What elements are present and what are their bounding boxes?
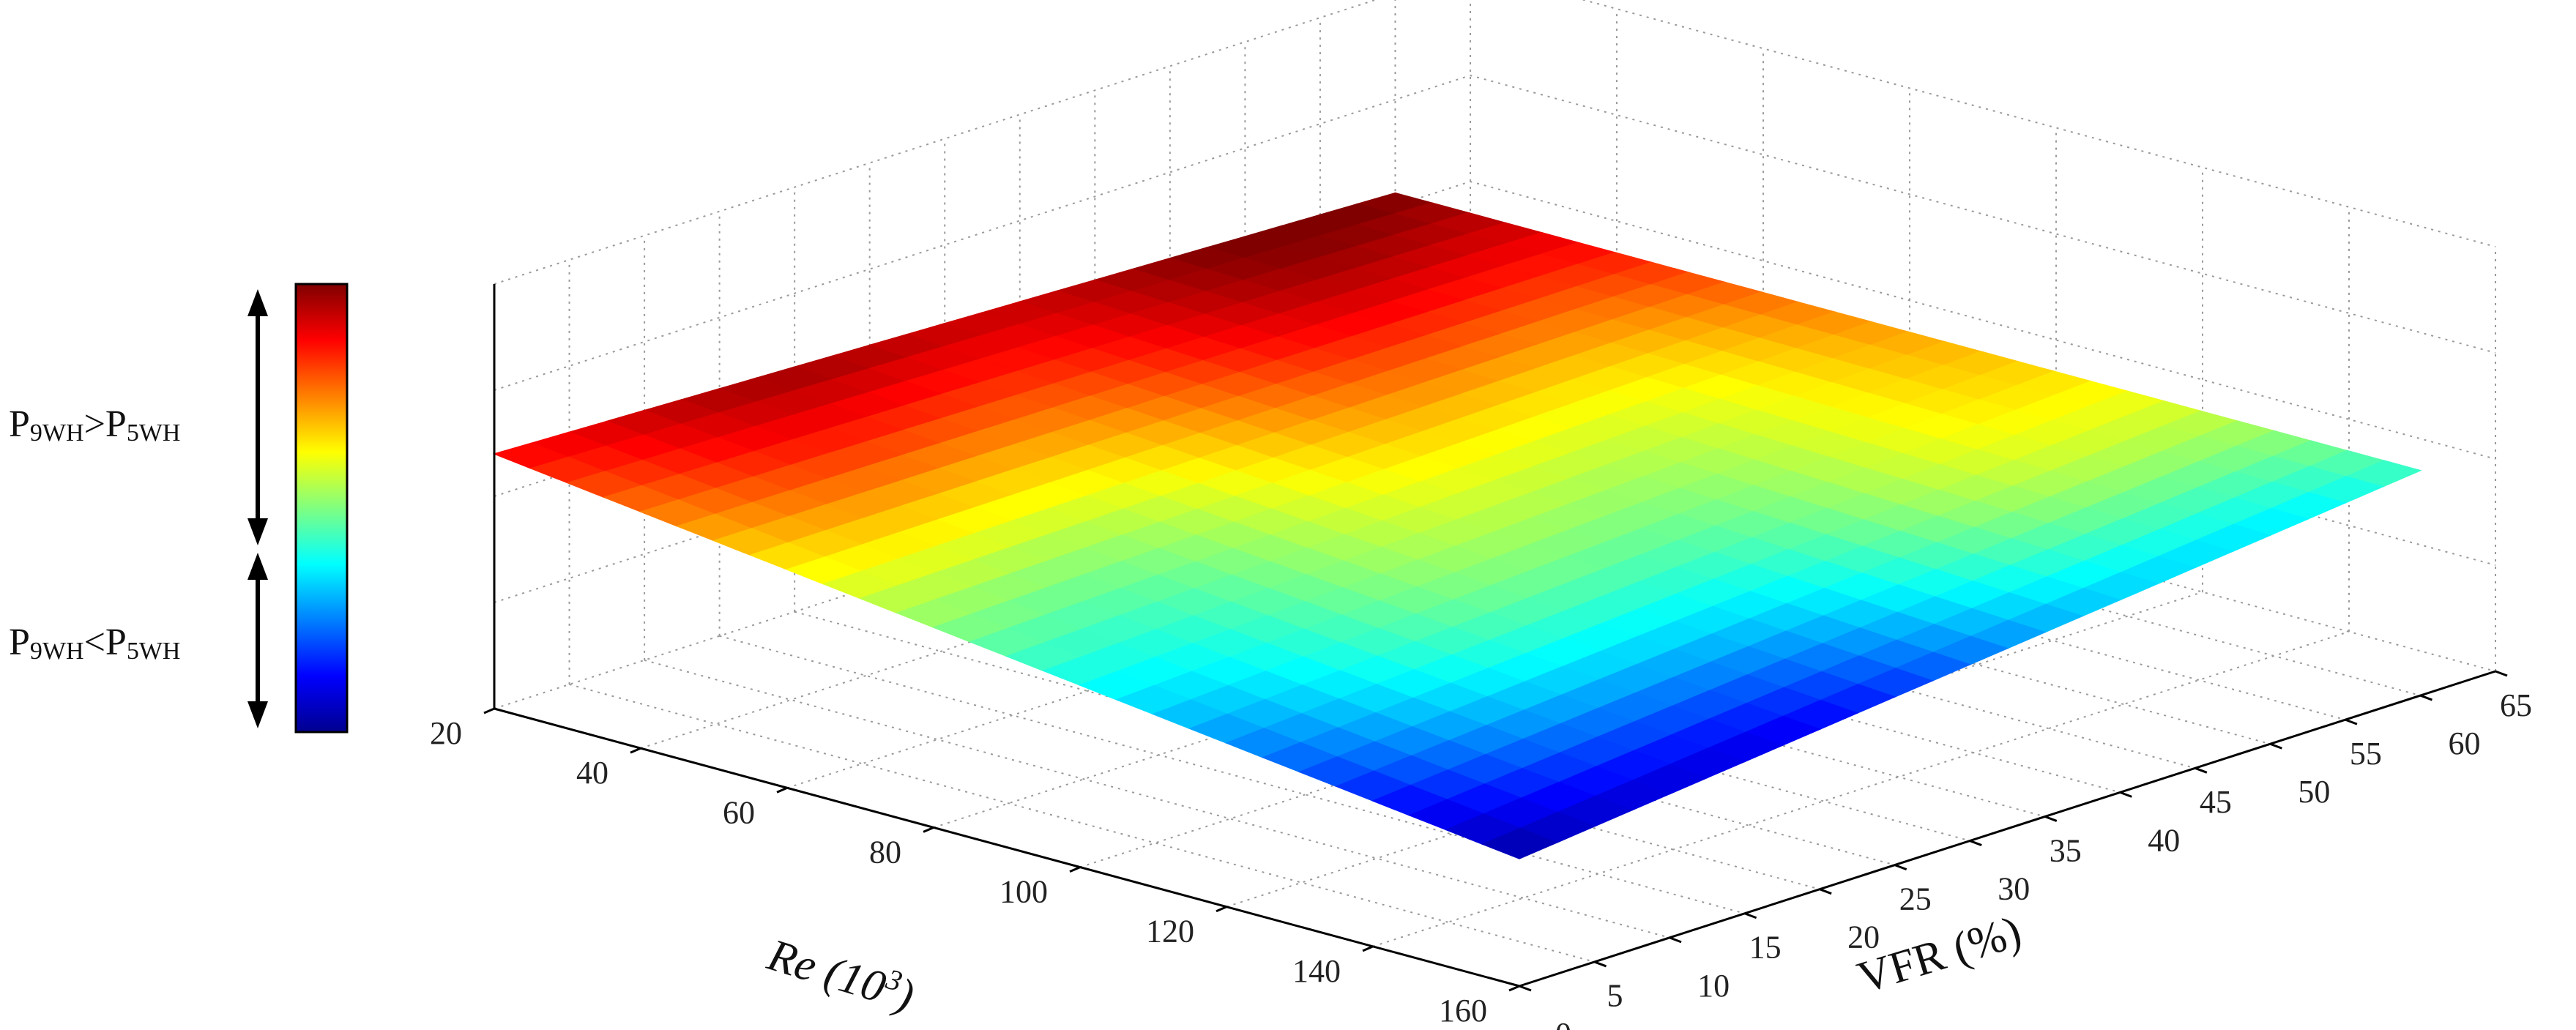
x-tick-label: 140	[1292, 953, 1341, 989]
colorbar-arrowhead-upper-bottom	[247, 518, 268, 545]
y-tick-label: 10	[1697, 968, 1730, 1004]
x-tick-mark	[1069, 866, 1081, 873]
floor-gridline-x	[1372, 630, 2350, 947]
y-tick-mark	[1669, 936, 1682, 944]
x-tick-mark	[1362, 945, 1374, 952]
y-tick-label: 0	[1555, 1016, 1571, 1030]
y-tick-mark	[2195, 766, 2208, 774]
colorbar-arrowhead-lower-bottom	[247, 701, 268, 728]
y-tick-label: 15	[1749, 930, 1782, 966]
y-tick-mark	[2269, 742, 2282, 750]
y-tick-label: 50	[2298, 774, 2330, 810]
x-tick-label: 100	[999, 874, 1048, 910]
y-tick-label: 45	[2200, 784, 2232, 820]
y-axis-line	[1519, 670, 2496, 988]
y-tick-label: 60	[2448, 725, 2480, 761]
y-tick-label: 25	[1899, 881, 1932, 917]
y-tick-mark	[2345, 718, 2358, 725]
x-tick-mark	[483, 707, 495, 714]
y-tick-label: 20	[1847, 919, 1880, 955]
ticks-layer: 20 40 60 80 100 120 140 160 0 5 10 15 20 25 30 35 40 45 50…	[430, 670, 2532, 1030]
x-tick-mark	[1216, 906, 1227, 913]
colorbar-arrowhead-lower-top	[247, 553, 268, 580]
axes-layer	[493, 284, 2496, 988]
colorbar-arrowhead-upper-top	[247, 289, 268, 316]
y-tick-mark	[1894, 864, 1907, 871]
x-tick-mark	[1508, 985, 1520, 992]
y-tick-mark	[2495, 670, 2508, 677]
y-tick-mark	[1819, 888, 1832, 895]
y-tick-mark	[1969, 840, 1982, 846]
y-tick-label: 40	[2148, 822, 2180, 858]
y-tick-label: 35	[2050, 832, 2082, 868]
floor-gridline-y	[569, 683, 1595, 963]
colorbar-lower-label: P9WH<P5WH	[9, 622, 180, 665]
surface-layer	[492, 192, 2422, 859]
y-tick-label: 55	[2350, 736, 2382, 772]
wall-gridline-z	[494, 74, 2496, 391]
y-tick-label: 65	[2500, 687, 2532, 723]
y-tick-label: 5	[1607, 978, 1623, 1014]
x-tick-label: 40	[576, 755, 608, 791]
x-axis-line	[494, 707, 1520, 988]
x-axis-title: Re (103)	[762, 927, 920, 1021]
floor-gridline-y	[794, 611, 1820, 890]
y-tick-label: 30	[1998, 871, 2030, 907]
y-tick-mark	[2044, 816, 2058, 822]
colorbar-gradient	[294, 283, 349, 734]
x-tick-mark	[776, 786, 788, 794]
floor-gridline-y	[644, 659, 1670, 938]
colorbar: P9WH>P5WH P9WH<P5WH	[9, 283, 349, 734]
y-tick-mark	[2419, 694, 2432, 701]
x-tick-label: 60	[723, 794, 755, 830]
y-tick-mark	[2119, 791, 2132, 798]
x-tick-mark	[630, 747, 641, 754]
x-tick-label: 80	[869, 834, 901, 870]
x-tick-label: 160	[1439, 993, 1487, 1029]
surface-patch	[1481, 827, 1559, 859]
x-tick-label: 120	[1146, 914, 1194, 949]
x-tick-label: 20	[430, 715, 462, 751]
y-tick-mark	[1519, 985, 1532, 992]
y-tick-mark	[1594, 960, 1607, 968]
floor-gridline-y	[719, 635, 1745, 914]
y-tick-mark	[1744, 912, 1757, 919]
x-tick-mark	[923, 826, 934, 833]
colorbar-upper-label: P9WH>P5WH	[9, 403, 180, 447]
